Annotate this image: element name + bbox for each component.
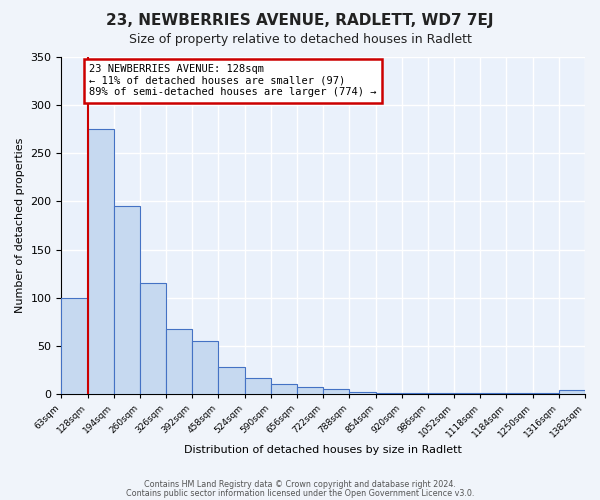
Bar xyxy=(61,298,88,394)
Bar xyxy=(140,284,166,395)
Text: 23 NEWBERRIES AVENUE: 128sqm
← 11% of detached houses are smaller (97)
89% of se: 23 NEWBERRIES AVENUE: 128sqm ← 11% of de… xyxy=(89,64,376,98)
Bar xyxy=(323,390,349,394)
Bar xyxy=(193,341,218,394)
Bar xyxy=(559,390,585,394)
Bar xyxy=(114,206,140,394)
Bar xyxy=(218,367,245,394)
X-axis label: Distribution of detached houses by size in Radlett: Distribution of detached houses by size … xyxy=(184,445,462,455)
Bar xyxy=(349,392,376,394)
Y-axis label: Number of detached properties: Number of detached properties xyxy=(15,138,25,313)
Text: Contains public sector information licensed under the Open Government Licence v3: Contains public sector information licen… xyxy=(126,489,474,498)
Bar xyxy=(88,129,114,394)
Text: Contains HM Land Registry data © Crown copyright and database right 2024.: Contains HM Land Registry data © Crown c… xyxy=(144,480,456,489)
Text: Size of property relative to detached houses in Radlett: Size of property relative to detached ho… xyxy=(128,32,472,46)
Bar xyxy=(297,386,323,394)
Text: 23, NEWBERRIES AVENUE, RADLETT, WD7 7EJ: 23, NEWBERRIES AVENUE, RADLETT, WD7 7EJ xyxy=(106,12,494,28)
Bar xyxy=(271,384,297,394)
Bar xyxy=(166,328,193,394)
Bar xyxy=(245,378,271,394)
